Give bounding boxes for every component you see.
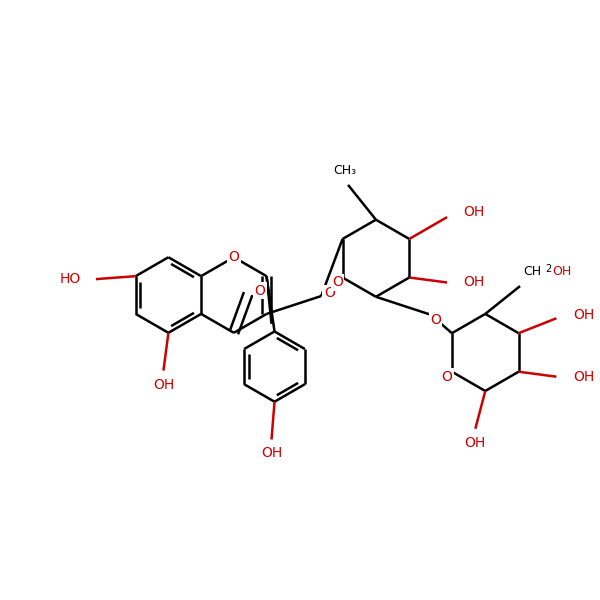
Text: O: O: [254, 284, 265, 298]
Text: 2: 2: [545, 264, 551, 274]
Text: OH: OH: [574, 308, 595, 322]
Text: OH: OH: [463, 205, 484, 219]
Text: O: O: [229, 250, 239, 264]
Text: OH: OH: [552, 265, 571, 278]
Text: CH₃: CH₃: [334, 164, 356, 178]
Text: OH: OH: [465, 436, 486, 449]
Text: HO: HO: [60, 272, 81, 286]
Text: CH: CH: [523, 265, 541, 278]
Text: O: O: [442, 370, 452, 383]
Text: OH: OH: [574, 370, 595, 383]
Text: OH: OH: [261, 446, 282, 460]
Text: O: O: [430, 313, 441, 326]
Text: OH: OH: [463, 275, 484, 289]
Text: OH: OH: [153, 377, 174, 392]
Text: O: O: [324, 286, 335, 300]
Text: O: O: [332, 275, 343, 289]
